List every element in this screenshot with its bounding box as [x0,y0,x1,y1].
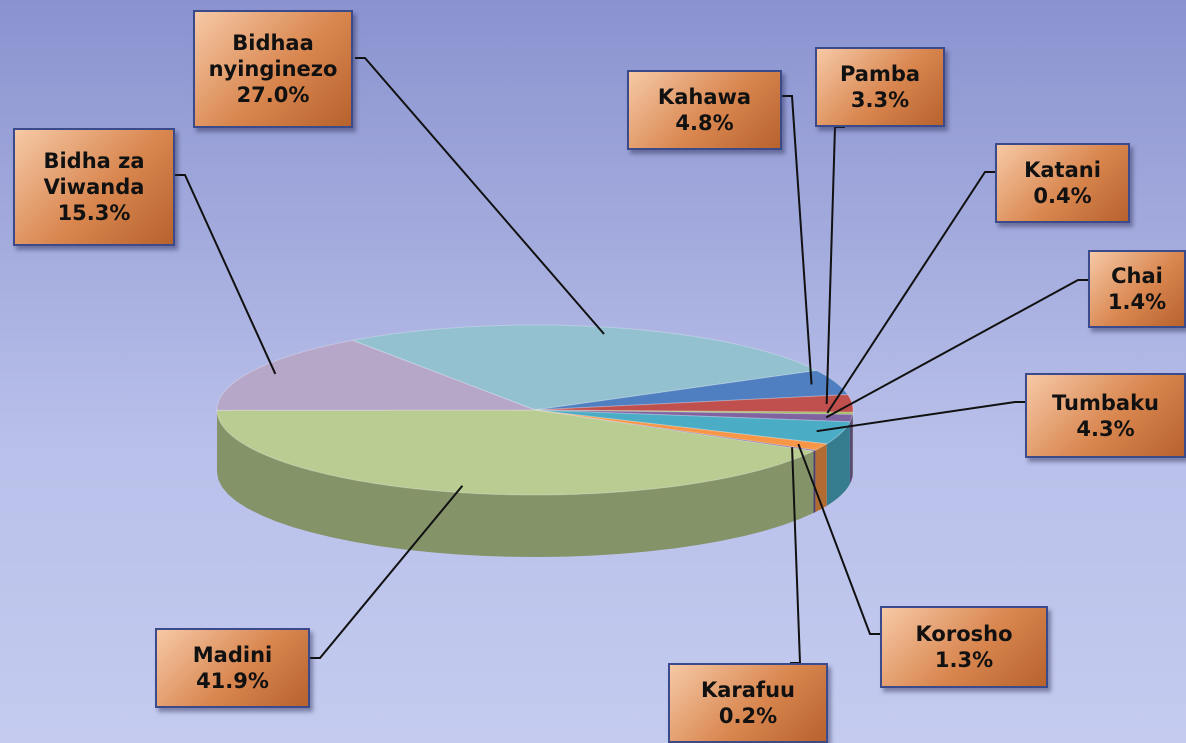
label-name: Madini [192,643,273,667]
data-label: Kahawa 4.8% [627,70,782,150]
slice-side [217,410,814,557]
label-value: 15.3% [57,201,131,225]
label-name: Karafuu [700,678,795,702]
leader-line [355,57,605,335]
label-value: 1.4% [1107,290,1167,314]
leader-line [825,279,1088,419]
label-value: 0.4% [1033,184,1092,208]
slice-side [813,450,816,514]
label-value: 0.2% [718,704,778,728]
data-label: Madini 41.9% [155,628,310,708]
label-value: 1.3% [934,648,994,672]
leader-line [825,126,845,404]
label-name: Chai [1111,264,1163,288]
slice [216,339,536,411]
slice-side [826,421,850,506]
leader-line [797,443,880,635]
slice [350,324,819,411]
slice [534,409,854,415]
data-label: Tumbaku 4.3% [1025,373,1186,458]
data-label: Karafuu 0.2% [668,663,828,743]
label-value: 4.8% [675,111,734,135]
data-label: Katani 0.4% [995,143,1130,223]
leader-line [175,174,277,375]
label-name: Kahawa [657,85,752,109]
label-name: Bidhaa nyinginezo [208,31,338,81]
label-name: Korosho [915,622,1013,646]
slice [534,409,829,451]
slice [534,369,849,411]
data-label: Bidhaa nyinginezo 27.0% [193,10,353,128]
label-value: 3.3% [850,88,910,112]
slice [534,409,851,445]
data-label: Korosho 1.3% [880,606,1048,688]
leader-line [816,401,1025,433]
data-label: Chai 1.4% [1088,250,1186,328]
slice [534,409,854,423]
data-label: Pamba 3.3% [815,47,945,127]
label-name: Tumbaku [1052,390,1159,415]
slice [534,409,818,452]
label-name: Pamba [839,62,921,86]
label-name: Katani [1024,158,1101,182]
label-name: Bidha za Viwanda [43,149,145,199]
label-value: 4.3% [1076,416,1135,441]
leader-line [826,171,995,414]
label-value: 41.9% [196,669,269,693]
label-value: 27.0% [236,83,310,107]
slice-side [849,414,853,484]
leader-line [310,485,464,659]
data-label: Bidha za Viwanda 15.3% [13,128,175,246]
leader-line [782,95,813,385]
